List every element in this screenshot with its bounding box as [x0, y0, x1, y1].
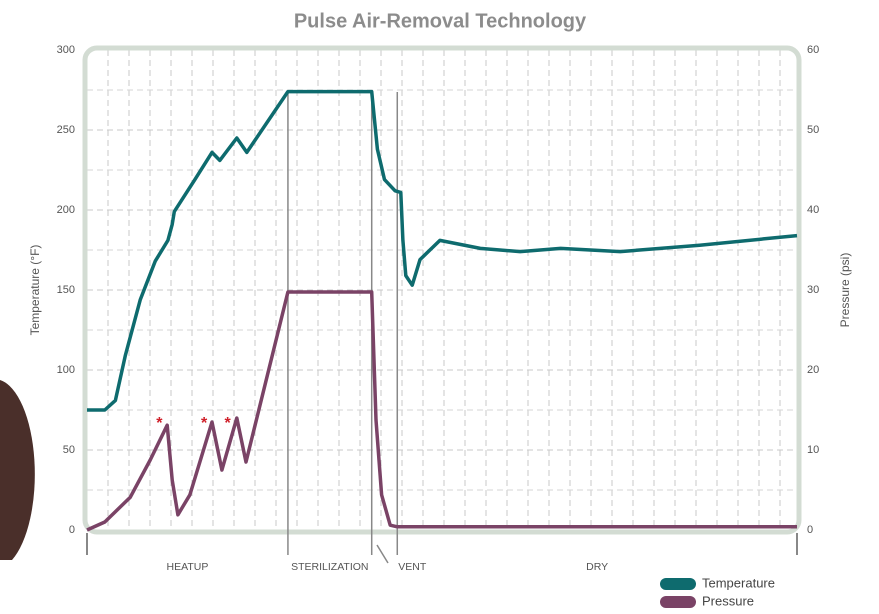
vent-slash — [377, 545, 388, 563]
y-axis-label: Temperature (°F) — [28, 245, 42, 336]
y-tick-label: 250 — [57, 124, 75, 136]
y2-tick-label: 30 — [807, 284, 819, 296]
annotation: * — [156, 415, 163, 432]
series-line — [87, 292, 797, 530]
y2-axis-label: Pressure (psi) — [838, 253, 852, 328]
y-tick-label: 300 — [57, 44, 75, 56]
page: Pulse Air-Removal Technology Temperature… — [0, 0, 879, 614]
chart: Pulse Air-Removal Technology Temperature… — [0, 0, 879, 614]
y2-tick-label: 40 — [807, 204, 819, 216]
phase-label: HEATUP — [167, 561, 209, 573]
y-tick-label: 200 — [57, 204, 75, 216]
y-tick-label: 50 — [63, 444, 75, 456]
annotation: * — [201, 415, 208, 432]
y2-tick-label: 60 — [807, 44, 819, 56]
chart-title: Pulse Air-Removal Technology — [294, 10, 587, 32]
legend-label: Temperature — [702, 575, 775, 590]
y-tick-label: 100 — [57, 364, 75, 376]
phase-label: VENT — [398, 561, 427, 573]
y2-tick-label: 0 — [807, 524, 813, 536]
legend-label: Pressure — [702, 593, 754, 608]
series-line — [87, 92, 797, 410]
legend-swatch — [660, 596, 696, 608]
y-tick-label: 0 — [69, 524, 75, 536]
annotation: * — [224, 415, 231, 432]
phase-label: STERILIZATION — [291, 561, 368, 573]
y2-tick-label: 20 — [807, 364, 819, 376]
y2-tick-label: 10 — [807, 444, 819, 456]
phase-label: DRY — [586, 561, 608, 573]
legend-swatch — [660, 578, 696, 590]
grid — [87, 50, 797, 530]
y2-tick-label: 50 — [807, 124, 819, 136]
y-tick-label: 150 — [57, 284, 75, 296]
background-photo-edge — [0, 380, 35, 560]
